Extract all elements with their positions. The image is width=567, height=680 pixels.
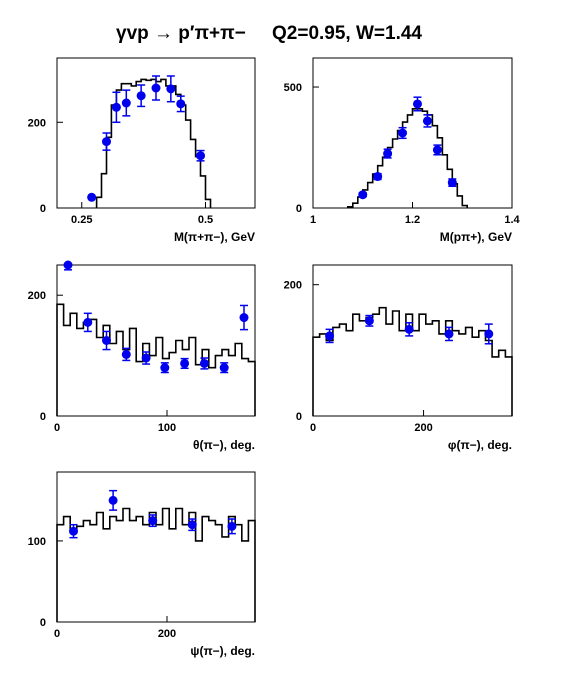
data-point <box>87 192 97 202</box>
data-point <box>176 99 186 109</box>
data-point <box>373 172 383 182</box>
data-point <box>108 495 118 505</box>
data-point <box>160 363 170 373</box>
panel-m-pipi: 0.25 0.5 0 200 M(π+π−), GeV <box>28 57 256 244</box>
data-point <box>121 349 131 359</box>
data-point <box>121 98 131 108</box>
data-point <box>444 329 454 339</box>
data-point <box>148 516 158 526</box>
x-tick-label: 1 <box>310 214 316 226</box>
x-tick-label: 0 <box>54 628 60 640</box>
data-point <box>111 102 121 112</box>
y-tick-label: 200 <box>28 290 46 302</box>
model-histogram <box>95 78 212 208</box>
y-tick-label: 200 <box>28 117 46 129</box>
data-point <box>358 190 368 200</box>
title-reaction: γvp → p′π+π− <box>116 23 246 44</box>
data-point <box>239 313 249 323</box>
x-tick-label: 0 <box>310 422 316 434</box>
data-point <box>404 324 414 334</box>
data-point <box>69 526 78 536</box>
x-axis-title: φ(π−), deg. <box>448 438 512 452</box>
model-histogram <box>347 108 468 208</box>
data-point <box>102 336 111 345</box>
x-axis-title: θ(π−), deg. <box>193 438 255 452</box>
model-histogram <box>312 306 513 416</box>
panel-phi: 0 200 0 200 φ(π−), deg. <box>284 264 513 452</box>
plot-frame <box>312 57 513 209</box>
y-tick-label: 100 <box>28 536 46 548</box>
panel-theta: 0 100 0 200 θ(π−), deg. <box>28 260 256 452</box>
y-tick-label: 500 <box>284 82 302 94</box>
panel-m-ppi: 1 1.2 1.4 0 500 M(pπ+), GeV <box>284 57 521 244</box>
plot-frame <box>56 57 256 209</box>
data-point <box>83 317 93 327</box>
data-point <box>219 363 229 373</box>
x-tick-label: 1.4 <box>504 214 520 226</box>
x-tick-label: 1.2 <box>405 214 420 226</box>
model-histogram <box>56 507 256 622</box>
data-point <box>166 84 176 94</box>
data-point <box>227 521 237 531</box>
x-axis-title: M(pπ+), GeV <box>440 230 512 244</box>
y-tick-label: 0 <box>40 617 46 629</box>
plot-frame <box>312 264 513 417</box>
x-tick-label: 200 <box>414 422 432 434</box>
y-tick-label: 0 <box>40 411 46 423</box>
y-tick-label: 0 <box>40 203 46 215</box>
data-point <box>484 329 494 339</box>
data-point <box>325 331 335 341</box>
x-tick-label: 200 <box>158 628 176 640</box>
data-point <box>199 358 209 368</box>
data-point <box>151 83 161 93</box>
data-point <box>398 128 408 138</box>
data-point <box>447 178 457 188</box>
y-tick-label: 200 <box>284 280 302 292</box>
panel-psi: 0 200 0 100 ψ(π−), deg. <box>28 471 256 658</box>
data-point <box>422 116 432 126</box>
data-point <box>364 316 374 326</box>
title-kinematics: Q2=0.95, W=1.44 <box>272 23 422 44</box>
x-tick-label: 0 <box>54 422 60 434</box>
x-tick-label: 0.5 <box>198 214 213 226</box>
y-tick-label: 0 <box>296 411 302 423</box>
x-axis-title: M(π+π−), GeV <box>174 230 255 244</box>
data-point <box>187 520 197 530</box>
x-tick-label: 100 <box>158 422 176 434</box>
plot-frame <box>56 471 256 623</box>
data-point <box>412 99 422 109</box>
data-point <box>180 358 190 368</box>
data-point <box>102 137 111 147</box>
y-tick-label: 0 <box>296 203 302 215</box>
x-axis-title: ψ(π−), deg. <box>190 644 255 658</box>
data-point <box>432 145 442 155</box>
x-tick-label: 0.25 <box>71 214 92 226</box>
data-point <box>136 91 146 101</box>
data-point <box>383 149 393 159</box>
data-point <box>141 353 151 363</box>
data-point <box>63 260 73 270</box>
data-point <box>196 151 206 161</box>
